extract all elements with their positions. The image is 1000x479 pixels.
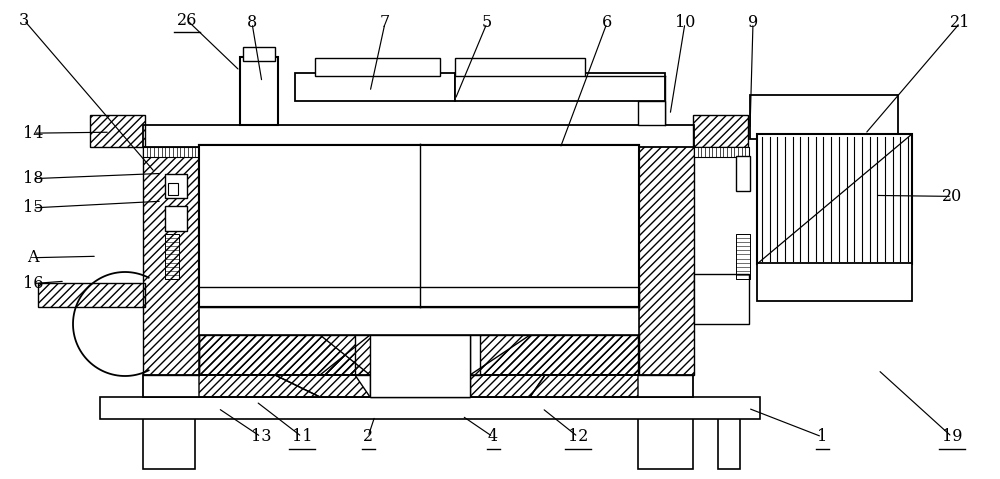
Text: 26: 26 — [177, 11, 197, 29]
Text: 9: 9 — [748, 14, 758, 32]
Bar — [143, 125, 694, 147]
Text: 15: 15 — [23, 199, 43, 217]
Bar — [243, 47, 275, 61]
Text: 3: 3 — [19, 11, 29, 29]
Bar — [165, 174, 187, 198]
Bar — [736, 156, 750, 191]
Bar — [638, 414, 693, 469]
Text: 11: 11 — [292, 428, 312, 445]
Bar — [100, 397, 760, 419]
Bar — [638, 145, 694, 375]
Bar — [143, 145, 199, 375]
Bar — [90, 115, 145, 147]
Bar — [240, 57, 278, 125]
Bar — [370, 335, 470, 397]
Text: 13: 13 — [251, 428, 271, 445]
Bar — [165, 234, 179, 279]
Text: 7: 7 — [380, 14, 390, 32]
Bar — [455, 58, 585, 76]
Text: 5: 5 — [482, 14, 492, 32]
Bar — [694, 147, 749, 157]
Text: 8: 8 — [247, 14, 257, 32]
Bar — [750, 95, 898, 139]
Bar — [199, 145, 639, 307]
Text: 16: 16 — [23, 275, 43, 292]
Bar — [199, 335, 639, 375]
Bar — [370, 375, 470, 397]
Bar — [38, 283, 145, 307]
Text: 18: 18 — [23, 170, 43, 187]
Bar — [315, 58, 440, 76]
Bar — [757, 134, 912, 264]
Bar — [736, 234, 750, 279]
Bar — [143, 375, 693, 397]
Bar — [165, 206, 187, 231]
Bar — [295, 73, 455, 101]
Text: 14: 14 — [23, 125, 43, 142]
Bar — [143, 147, 199, 157]
Bar — [199, 287, 639, 307]
Text: A: A — [27, 249, 39, 266]
Text: 10: 10 — [675, 14, 695, 32]
Text: 4: 4 — [488, 428, 498, 445]
Text: 1: 1 — [817, 428, 827, 445]
Text: 19: 19 — [942, 428, 962, 445]
Bar — [693, 115, 748, 147]
Bar — [718, 414, 740, 469]
Text: 6: 6 — [602, 14, 612, 32]
Text: 20: 20 — [942, 188, 962, 205]
Bar — [143, 414, 195, 469]
Bar — [199, 145, 639, 307]
Bar — [638, 101, 665, 125]
Bar — [757, 263, 912, 301]
Bar — [168, 183, 178, 195]
Bar — [355, 335, 480, 375]
Bar — [694, 274, 749, 324]
Bar — [455, 73, 665, 101]
Bar — [199, 307, 639, 335]
Text: 21: 21 — [950, 14, 970, 32]
Text: 2: 2 — [363, 428, 373, 445]
Text: 12: 12 — [568, 428, 588, 445]
